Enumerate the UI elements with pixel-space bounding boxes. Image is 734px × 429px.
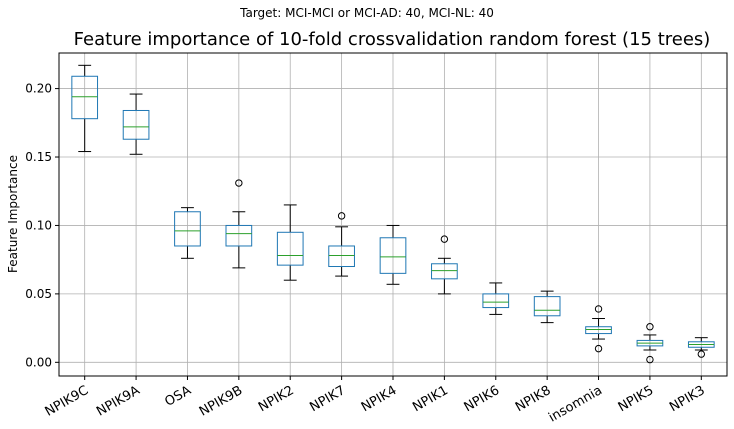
box-NPIK9A (122, 93, 150, 155)
iqr-box (431, 263, 458, 280)
x-tick-label: NPIK2 (256, 383, 297, 415)
iqr-box (533, 296, 561, 317)
x-tick-label: insomnia (546, 383, 605, 426)
chart-title: Feature importance of 10-fold crossvalid… (74, 29, 711, 50)
box-NPIK8 (533, 290, 561, 324)
y-tick-label: 0.10 (25, 218, 52, 232)
x-tick-label: NPIK7 (307, 383, 348, 415)
y-axis-label: Feature Importance (6, 155, 20, 273)
iqr-box (379, 237, 407, 274)
box-NPIK6 (482, 282, 510, 315)
outlier-point (697, 350, 706, 358)
outlier-point (594, 305, 603, 313)
x-tick-label: NPIK5 (616, 383, 657, 415)
x-tick-label: OSA (162, 383, 194, 410)
outlier-point (337, 212, 346, 220)
iqr-box (482, 293, 510, 309)
chart-suptitle: Target: MCI-MCI or MCI-AD: 40, MCI-NL: 4… (239, 6, 494, 20)
boxes-group (71, 64, 715, 364)
y-tick-label: 0.15 (25, 150, 52, 164)
outlier-point (594, 344, 603, 353)
x-tick-label: NPIK9A (94, 383, 142, 420)
iqr-box (585, 326, 612, 335)
box-NPIK7 (328, 212, 355, 277)
x-axis-ticks: NPIK9C NPIK9A OSA NPIK9B NPIK2 NPIK7 NPIK4 NPIK… (43, 376, 708, 426)
iqr-box (71, 75, 99, 120)
iqr-box (225, 224, 253, 247)
grid-lines (59, 53, 727, 376)
x-tick-label: NPIK1 (410, 383, 451, 415)
y-axis-ticks: 0.00 0.05 0.10 0.15 0.20 (25, 82, 59, 369)
box-NPIK4 (379, 224, 407, 285)
outlier-point (440, 235, 449, 243)
iqr-box (174, 211, 201, 247)
x-tick-label: NPIK6 (462, 383, 503, 415)
box-OSA (174, 207, 201, 259)
box-NPIK3 (687, 337, 715, 358)
y-tick-label: 0.20 (25, 82, 52, 96)
iqr-box (122, 109, 150, 140)
x-tick-label: NPIK4 (359, 383, 400, 415)
y-tick-label: 0.05 (25, 287, 52, 301)
iqr-box (276, 231, 304, 266)
x-tick-label: NPIK9B (197, 383, 245, 420)
iqr-box (328, 245, 355, 268)
x-tick-label: NPIK9C (43, 383, 91, 420)
box-NPIK5 (636, 323, 664, 364)
box-insomnia (585, 305, 612, 353)
box-NPIK9B (225, 179, 253, 269)
x-tick-label: NPIK3 (667, 383, 708, 415)
plot-frame (58, 52, 728, 377)
outlier-point (646, 323, 654, 331)
y-tick-label: 0.00 (25, 355, 52, 369)
box-NPIK1 (431, 235, 458, 295)
outlier-point (235, 179, 243, 187)
outlier-point (646, 355, 654, 364)
x-tick-label: NPIK8 (513, 383, 554, 415)
box-NPIK2 (276, 204, 304, 281)
box-NPIK9C (71, 64, 99, 153)
